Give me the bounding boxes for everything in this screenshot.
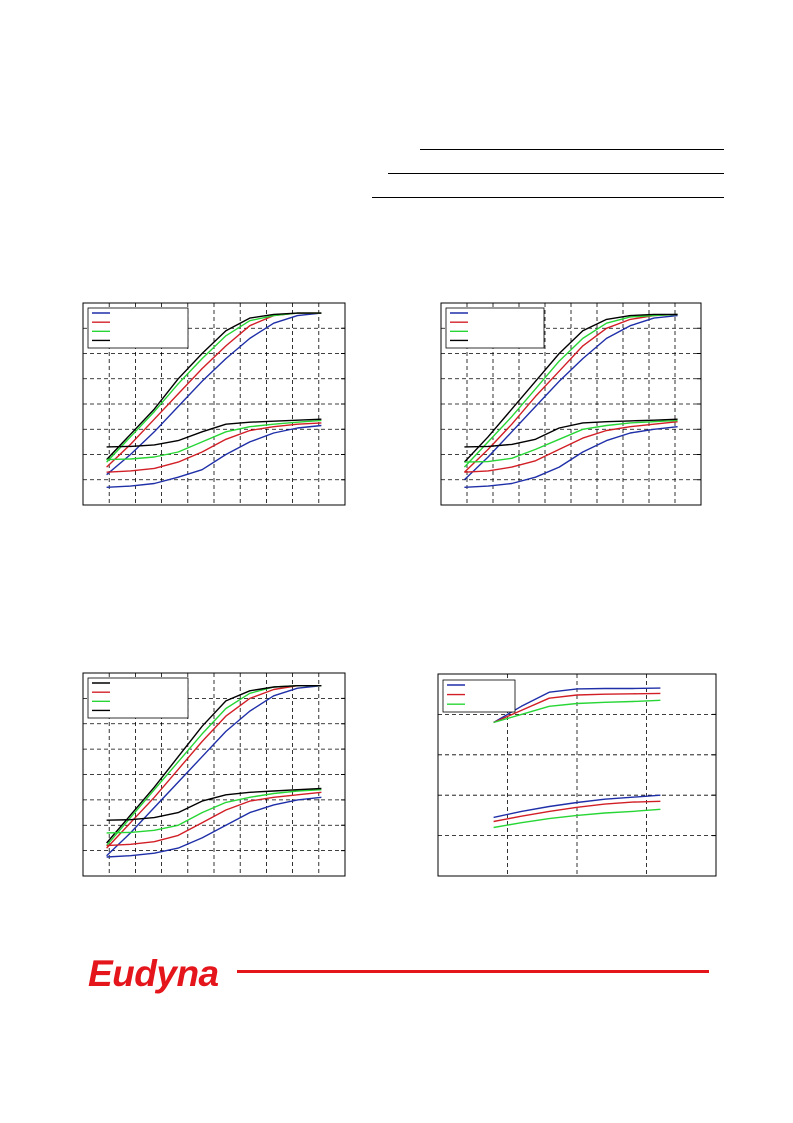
series-line-5 (106, 424, 322, 488)
series-line-4 (106, 685, 322, 844)
legend-box (445, 307, 545, 349)
series-line-4 (106, 312, 322, 461)
legend-box (87, 677, 189, 719)
header-rule-1 (420, 149, 724, 150)
series-line-6 (493, 808, 661, 829)
series-line-8 (464, 418, 678, 448)
chart-panel-3 (82, 672, 346, 877)
chart-panel-2 (440, 302, 702, 506)
series-line-7 (106, 789, 322, 834)
series-line-4 (493, 794, 661, 819)
series-line-5 (464, 426, 678, 488)
chart-panel-1 (82, 302, 346, 506)
series-line-1 (463, 314, 678, 481)
legend-box (87, 307, 189, 349)
logo-rule (237, 970, 709, 973)
eudyna-logo: Eudyna (88, 953, 219, 994)
chart-1 (82, 302, 346, 506)
chart-2 (440, 302, 702, 506)
series-line-3 (463, 313, 678, 468)
header-rule-3 (372, 197, 724, 198)
series-line-6 (106, 791, 322, 847)
series-line-8 (106, 787, 322, 821)
series-line-8 (106, 418, 322, 448)
series-line-2 (493, 692, 661, 724)
header-rule-2 (388, 173, 724, 174)
series-line-4 (463, 313, 678, 463)
series-line-1 (493, 687, 661, 724)
series-line-6 (464, 421, 678, 473)
series-line-2 (106, 685, 322, 849)
series-line-5 (493, 800, 661, 823)
chart-3 (82, 672, 346, 877)
chart-panel-4 (437, 673, 717, 877)
chart-4 (437, 673, 717, 877)
series-line-5 (106, 796, 322, 858)
series-line-2 (463, 313, 678, 473)
series-line-3 (493, 699, 661, 724)
series-line-7 (464, 419, 678, 463)
series-line-6 (106, 422, 322, 473)
series-line-1 (106, 312, 322, 476)
series-line-7 (106, 419, 322, 461)
series-line-1 (106, 685, 322, 857)
